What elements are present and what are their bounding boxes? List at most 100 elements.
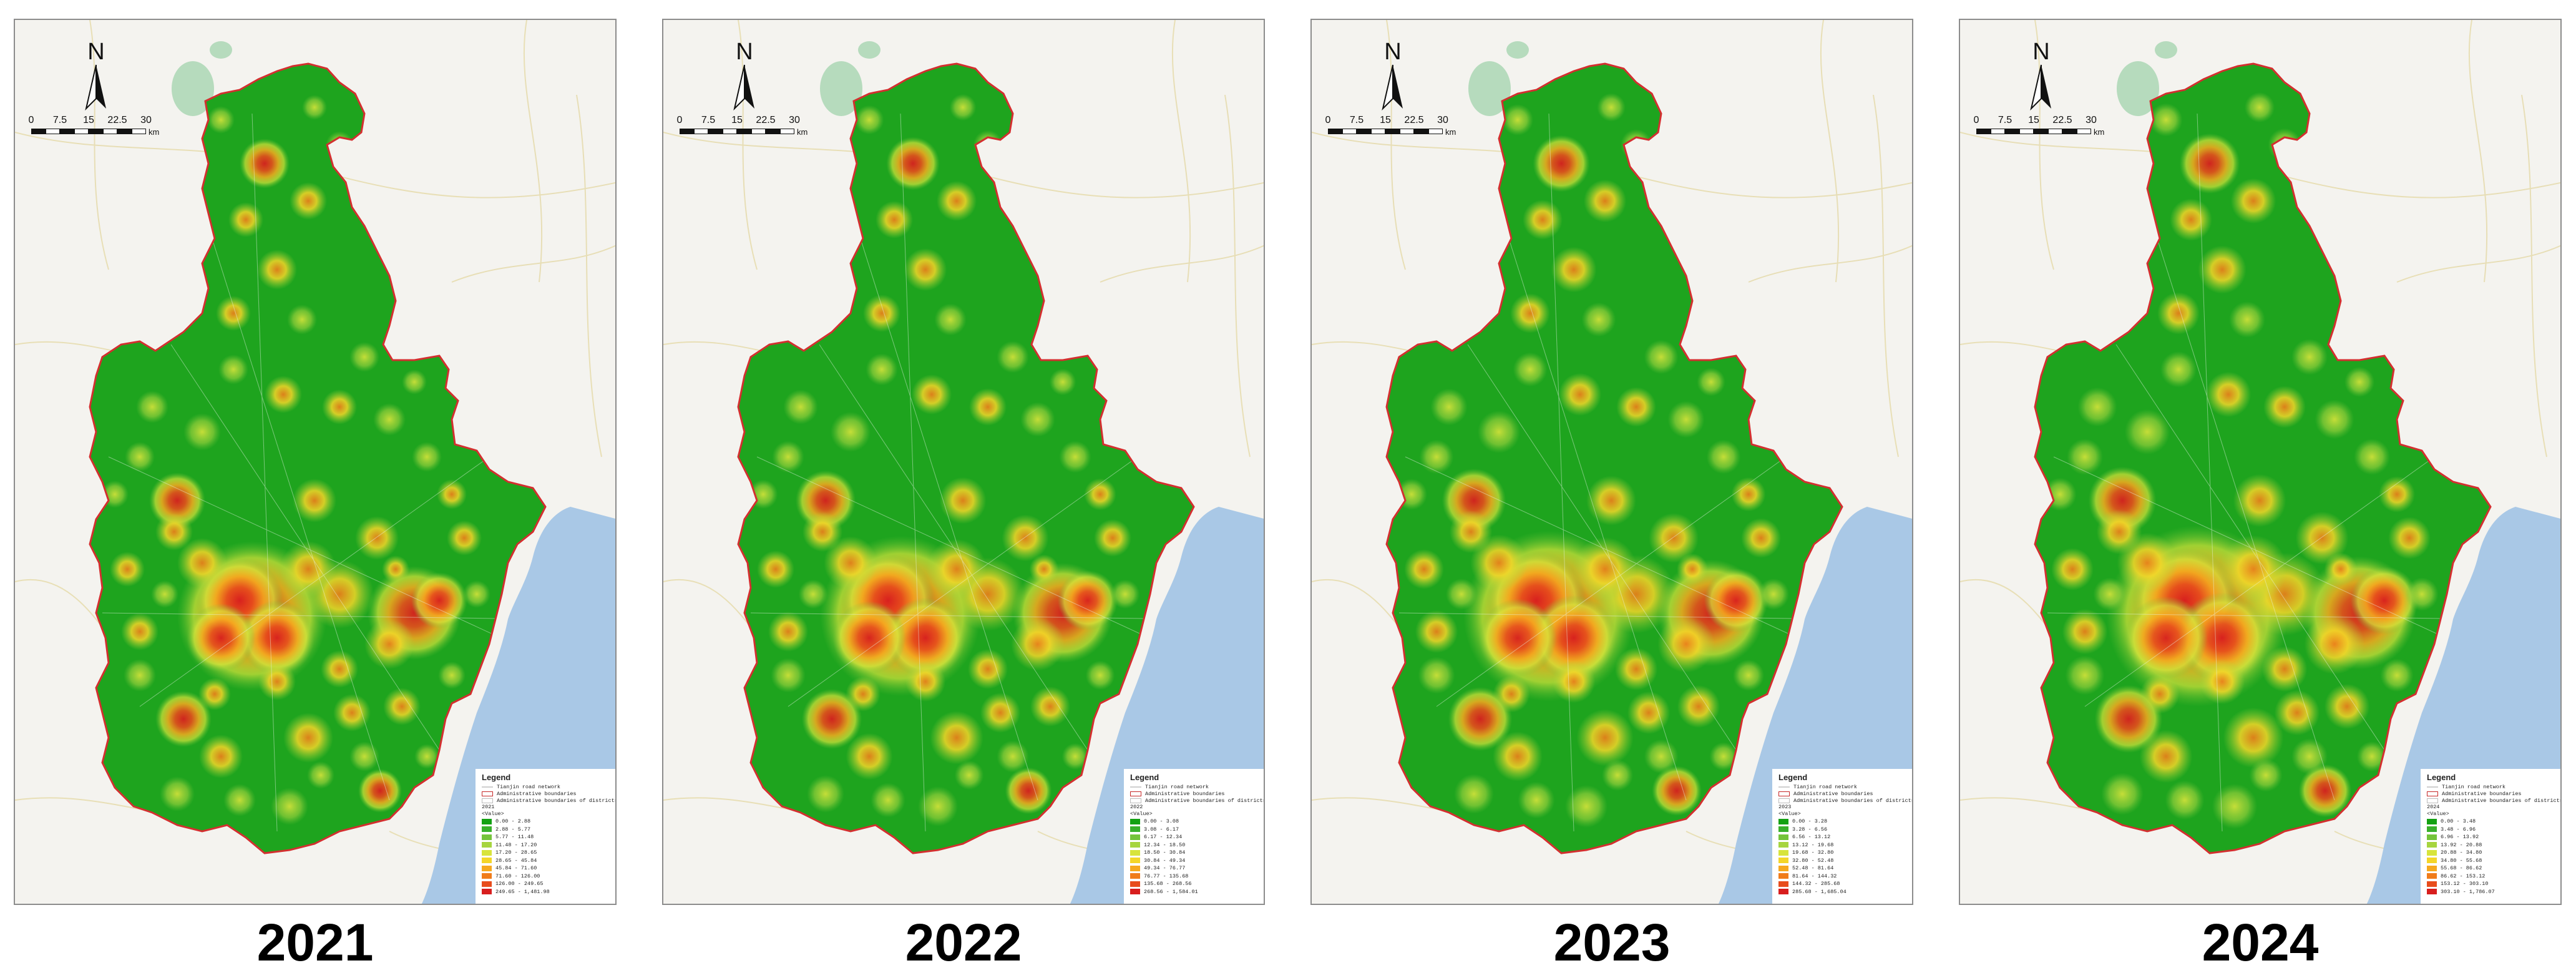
scale-segment (1400, 129, 1414, 134)
year-label: 2024 (2202, 913, 2319, 972)
density-hotspot (1586, 476, 1636, 526)
density-hotspot (411, 572, 467, 628)
density-hotspot (1616, 387, 1656, 427)
legend-swatch (1130, 849, 1140, 856)
density-hotspot (1085, 660, 1115, 690)
scale-segment (2034, 129, 2048, 134)
legend-class-label: 49.34 - 76.77 (1144, 865, 1186, 872)
density-hotspot (954, 760, 984, 790)
legend-admin-label: Administrative boundaries (1793, 790, 1873, 797)
density-hotspots (2043, 92, 2485, 832)
density-hotspot (349, 741, 379, 771)
legend-class-row: 13.12 - 19.68 (1778, 841, 1912, 849)
legend-class-row: 11.48 - 17.20 (482, 841, 615, 849)
legend-swatch (1130, 826, 1140, 833)
density-hotspot (1415, 610, 1458, 653)
legend-class-row: 3.48 - 6.96 (2427, 826, 2560, 834)
legend-class-row: 5.77 - 11.48 (482, 833, 615, 841)
density-hotspot (349, 342, 379, 372)
legend-class-label: 28.65 - 45.84 (495, 857, 537, 864)
density-hotspot (271, 788, 308, 825)
legend-class-label: 0.00 - 2.88 (495, 818, 531, 825)
legend-district-row: Administrative boundaries of districts (1130, 797, 1264, 804)
legend-class-row: 52.48 - 81.64 (1778, 864, 1912, 873)
legend-class-row: 135.68 - 268.56 (1130, 880, 1264, 888)
density-hotspot (1419, 439, 1454, 474)
density-hotspot (2274, 690, 2320, 736)
legend-class-row: 71.60 - 126.00 (482, 873, 615, 881)
lake (858, 41, 881, 59)
density-hotspot (1583, 179, 1627, 223)
legend-swatch (1778, 826, 1788, 833)
legend-road-label: Tianjin road network (1793, 783, 1858, 790)
density-hotspots (748, 94, 1188, 832)
legend-classes: 0.00 - 3.28 3.28 - 6.56 6.56 - 13.12 13.12 … (1772, 818, 1912, 896)
density-hotspot (207, 106, 235, 134)
density-hotspot (1564, 785, 1608, 828)
density-hotspot (183, 413, 221, 451)
legend-class-label: 5.77 - 11.48 (495, 834, 534, 841)
legend-class-label: 55.68 - 86.62 (2441, 865, 2482, 872)
legend-swatch (1130, 873, 1140, 879)
density-hotspot (228, 202, 263, 237)
density-hotspot (355, 516, 399, 560)
legend: Legend Tianjin road network Administrati… (2421, 769, 2560, 904)
density-hotspot (1533, 135, 1590, 192)
legend-class-row: 81.64 - 144.32 (1778, 873, 1912, 881)
legend-admin-row: Administrative boundaries (2427, 790, 2560, 797)
density-hotspot (1676, 553, 1709, 585)
density-hotspot (807, 775, 844, 813)
density-hotspot (846, 677, 881, 711)
legend-swatch (482, 858, 492, 864)
scale-segment (2019, 129, 2034, 134)
scale-segment (1991, 129, 2005, 134)
district-boundary-symbol (2427, 798, 2438, 803)
density-hotspot (2051, 548, 2094, 590)
density-hotspot (199, 735, 243, 778)
scale-tick-label: 0 (1325, 115, 1331, 125)
density-hotspot (307, 761, 334, 789)
scale-tick-label: 7.5 (1998, 115, 2012, 125)
density-hotspot (2298, 764, 2352, 818)
density-hotspot (1061, 743, 1089, 770)
legend-classes: 0.00 - 2.88 2.88 - 5.77 5.77 - 11.48 11.48 … (476, 818, 615, 896)
density-hotspot (257, 250, 297, 290)
legend-class-row: 126.00 - 249.65 (482, 880, 615, 888)
density-hotspot (2199, 658, 2245, 705)
legend-swatch (2427, 826, 2437, 833)
scale-segment (89, 129, 103, 134)
density-hotspot (2304, 614, 2365, 675)
legend-swatch (1130, 881, 1140, 887)
scale-tick-label: 7.5 (52, 115, 67, 125)
density-hotspot (2249, 758, 2283, 792)
north-arrow-icon (1382, 64, 1403, 111)
scale-tick-label: 22.5 (2052, 115, 2072, 125)
north-label: N (1384, 39, 1402, 65)
density-hotspot (830, 411, 871, 452)
legend-admin-label: Administrative boundaries (1145, 790, 1225, 797)
lake (210, 41, 232, 59)
density-hotspot (2170, 198, 2212, 241)
scale-segment (751, 129, 766, 134)
legend-swatch (2427, 834, 2437, 840)
legend-class-label: 6.17 - 12.34 (1144, 834, 1183, 841)
legend-swatch (482, 818, 492, 824)
legend-road-row: Tianjin road network (1130, 783, 1264, 790)
legend-swatch (2427, 873, 2437, 879)
legend-class-label: 3.48 - 6.96 (2441, 826, 2476, 833)
legend-class-row: 3.08 - 6.17 (1130, 826, 1264, 834)
legend-swatch (2427, 865, 2437, 871)
north-arrow-icon (2030, 64, 2051, 111)
density-hotspot (2198, 245, 2247, 294)
admin-boundary-symbol (1778, 791, 1790, 796)
inner-road-network (1398, 113, 1837, 832)
legend-swatch (482, 834, 492, 840)
legend: Legend Tianjin road network Administrati… (476, 769, 615, 904)
legend-class-label: 34.80 - 55.68 (2441, 857, 2482, 864)
legend-district-label: Administrative boundaries of districts (1793, 797, 1913, 804)
legend-class-row: 0.00 - 3.48 (2427, 818, 2560, 826)
density-hotspot (1757, 578, 1790, 610)
north-label: N (2032, 39, 2050, 65)
legend-class-row: 76.77 - 135.68 (1130, 873, 1264, 881)
north-arrow: N (1374, 39, 1412, 117)
